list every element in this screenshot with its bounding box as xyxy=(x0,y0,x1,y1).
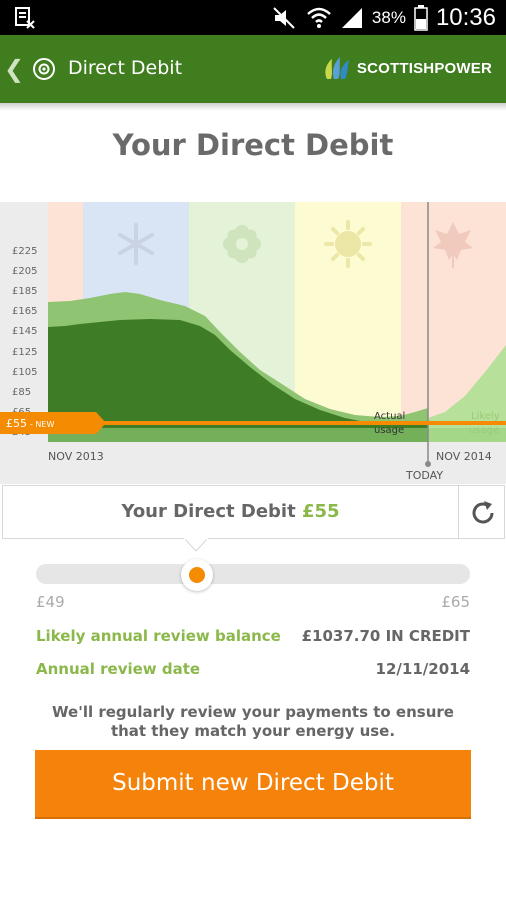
app-bar-shadow xyxy=(0,103,506,111)
usage-chart: £225 £205 £185 £165 £145 £125 £105 £85 £… xyxy=(0,202,506,484)
brand-flame-icon xyxy=(325,57,349,79)
amount-slider-thumb[interactable] xyxy=(181,559,213,591)
today-label: TODAY xyxy=(405,469,443,482)
app-logo-icon xyxy=(33,58,55,80)
direct-debit-box: Your Direct Debit £55 xyxy=(2,485,505,539)
actual-usage-label: usage xyxy=(374,425,404,436)
payment-marker-amount: £55- NEW xyxy=(6,417,54,430)
review-date-value: 12/11/2014 xyxy=(375,660,470,678)
review-note: We'll regularly review your payments to … xyxy=(52,703,454,740)
y-tick-label: £185 xyxy=(12,286,37,297)
y-axis-strip xyxy=(0,202,48,442)
submit-button[interactable]: Submit new Direct Debit xyxy=(35,750,471,817)
today-dot xyxy=(425,461,431,467)
actual-usage-label: Actual xyxy=(374,411,405,422)
page-title: Your Direct Debit xyxy=(112,128,394,162)
slider-thumb-dot xyxy=(189,567,205,583)
usage-chart-svg: £225 £205 £185 £165 £145 £125 £105 £85 £… xyxy=(0,202,506,482)
slider-max-label: £65 xyxy=(441,593,470,611)
future-likely-area xyxy=(428,345,506,442)
brand-logo: SCOTTISHPOWER xyxy=(323,55,492,81)
box-pointer xyxy=(184,538,208,552)
y-tick-label: £165 xyxy=(12,306,37,317)
baseline-band xyxy=(48,428,506,442)
amount-slider-track[interactable] xyxy=(36,564,470,584)
likely-usage-label: usage xyxy=(469,425,499,436)
y-tick-label: £85 xyxy=(12,387,31,398)
actual-usage-area xyxy=(48,319,428,442)
direct-debit-amount: £55 xyxy=(301,501,340,522)
direct-debit-label-text: Your Direct Debit xyxy=(121,501,296,522)
back-chevron-icon[interactable]: ❮ xyxy=(4,55,25,83)
y-tick-label: £225 xyxy=(12,246,37,257)
notification-icon xyxy=(15,7,35,29)
signal-icon xyxy=(341,7,362,28)
flower-icon xyxy=(223,225,261,263)
app-bar-title: Direct Debit xyxy=(68,57,183,79)
review-date-label: Annual review date xyxy=(36,660,201,678)
x-axis-label-start: NOV 2013 xyxy=(48,450,104,463)
snowflake-icon xyxy=(118,223,154,265)
x-axis-label-end: NOV 2014 xyxy=(436,450,492,463)
sun-icon xyxy=(324,220,372,268)
battery-icon xyxy=(414,4,428,31)
app-bar: ❮ Direct Debit SCOTTISHPOWER xyxy=(0,35,506,103)
balance-label: Likely annual review balance xyxy=(36,627,281,645)
status-bar: 38% 10:36 xyxy=(0,0,506,35)
balance-value: £1037.70 IN CREDIT xyxy=(301,627,470,645)
direct-debit-label: Your Direct Debit £55 xyxy=(3,501,458,522)
brand-name: SCOTTISHPOWER xyxy=(356,59,492,77)
divider xyxy=(458,486,459,538)
battery-percent: 38% xyxy=(371,7,406,27)
payment-marker[interactable] xyxy=(0,412,106,434)
y-tick-label: £125 xyxy=(12,347,37,358)
mute-icon xyxy=(273,6,295,29)
y-tick-label: £205 xyxy=(12,266,37,277)
refresh-icon[interactable] xyxy=(468,498,498,528)
wifi-icon xyxy=(307,7,331,28)
slider-min-label: £49 xyxy=(36,593,65,611)
likely-usage-label: Likely xyxy=(471,411,500,422)
y-tick-label: £145 xyxy=(12,326,37,337)
leaf-icon xyxy=(433,222,473,268)
clock: 10:36 xyxy=(435,3,496,31)
y-tick-label: £105 xyxy=(12,367,37,378)
